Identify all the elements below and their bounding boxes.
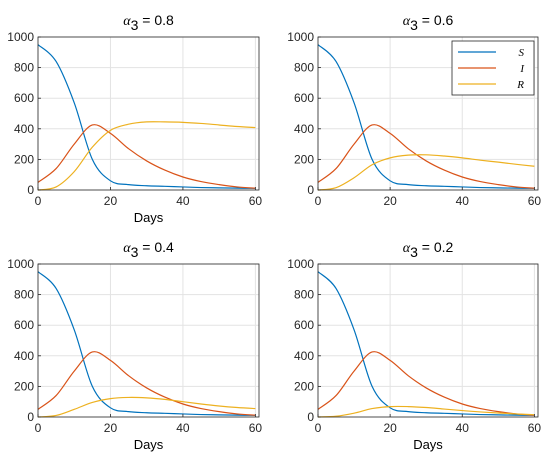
axes-background [318,264,538,417]
y-tick-label: 1000 [7,30,34,44]
series-line-R [317,405,535,418]
y-tick-label: 600 [14,91,34,105]
legend: SIR [451,40,535,96]
axes-box [37,263,260,418]
y-tick-label: 0 [307,183,314,197]
y-tick-label: 1000 [287,30,314,44]
plot-title: α3 = 0.4 [123,239,174,260]
series-line-I [37,124,256,189]
y-tick-label: 400 [294,349,314,363]
axes-box [317,36,539,191]
y-tick-label: 800 [14,61,34,75]
x-axis-label: Days [134,437,164,452]
y-tick-label: 200 [294,152,314,166]
series-line-R [317,154,535,191]
plot-title: α3 = 0.2 [403,239,454,260]
axes-box [317,263,539,418]
x-tick-label: 20 [383,421,397,435]
x-tick-label: 40 [176,194,190,208]
legend-label-R: R [516,79,524,91]
y-tick-label: 0 [27,183,34,197]
x-axis-label: Days [413,437,443,452]
series-line-I [317,351,535,416]
y-tick-label: 600 [294,91,314,105]
y-tick-label: 1000 [287,257,314,271]
x-tick-label: 0 [315,421,322,435]
x-tick-label: 40 [456,421,470,435]
axes-box [37,36,260,191]
y-tick-label: 400 [294,122,314,136]
y-tick-label: 800 [294,288,314,302]
y-tick-label: 800 [294,61,314,75]
x-tick-label: 20 [104,194,118,208]
y-tick-label: 400 [14,349,34,363]
series-line-R [37,396,256,418]
x-tick-label: 60 [249,194,263,208]
x-tick-label: 40 [456,194,470,208]
axes-background [38,264,259,417]
series-line-I [37,351,256,416]
y-tick-label: 0 [307,410,314,424]
x-tick-label: 20 [383,194,397,208]
y-tick-label: 600 [14,318,34,332]
series-line-S [37,44,256,189]
x-tick-label: 0 [315,194,322,208]
y-tick-label: 200 [14,152,34,166]
axes-background [38,37,259,190]
x-tick-label: 60 [528,194,542,208]
series-line-S [317,44,535,189]
y-tick-label: 400 [14,122,34,136]
series-line-S [317,271,535,416]
legend-label-S: S [519,47,525,59]
series-line-S [37,271,256,416]
y-tick-label: 600 [294,318,314,332]
x-tick-label: 60 [249,421,263,435]
y-tick-label: 200 [294,379,314,393]
series-line-I [317,124,535,189]
x-axis-label: Days [134,210,164,225]
x-tick-label: 0 [35,421,42,435]
legend-label-I: I [519,63,525,75]
x-tick-label: 0 [35,194,42,208]
x-tick-label: 60 [528,421,542,435]
y-tick-label: 800 [14,288,34,302]
y-tick-label: 0 [27,410,34,424]
plot-title: α3 = 0.6 [403,12,454,33]
x-tick-label: 20 [104,421,118,435]
y-tick-label: 200 [14,379,34,393]
y-tick-label: 1000 [7,257,34,271]
x-tick-label: 40 [176,421,190,435]
series-line-R [37,121,256,191]
plot-title: α3 = 0.8 [123,12,174,33]
